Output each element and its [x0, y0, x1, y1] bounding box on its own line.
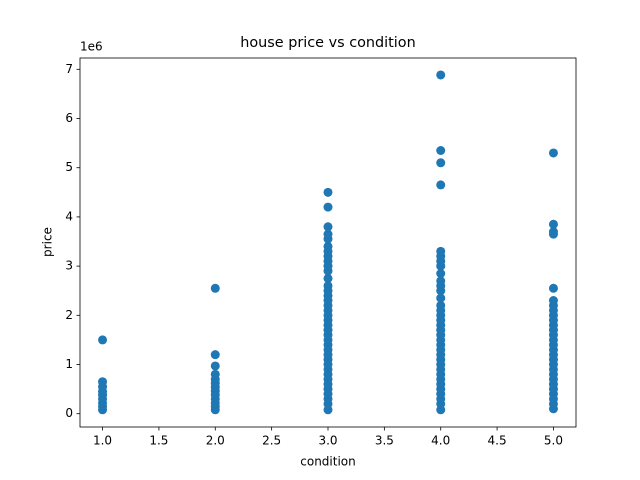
point — [323, 281, 333, 291]
x-tick-label: 2.0 — [206, 434, 225, 448]
point — [210, 369, 220, 379]
point — [323, 273, 333, 283]
x-tick-label: 4.5 — [488, 434, 507, 448]
x-axis-label: condition — [300, 455, 355, 469]
point — [436, 246, 446, 256]
point — [436, 70, 446, 80]
chart-title: house price vs condition — [240, 35, 415, 51]
x-tick-label: 1.5 — [149, 434, 168, 448]
point — [98, 377, 108, 387]
y-tick-label: 4 — [65, 209, 73, 223]
point — [548, 219, 558, 229]
point — [210, 283, 220, 293]
x-tick-label: 5.0 — [544, 434, 563, 448]
point — [436, 268, 446, 278]
x-tick-label: 4.0 — [431, 434, 450, 448]
point — [323, 187, 333, 197]
point — [548, 227, 558, 237]
axes-frame — [79, 57, 577, 428]
point — [436, 276, 446, 286]
y-tick-label: 0 — [65, 406, 73, 420]
y-tick-label: 7 — [65, 62, 73, 76]
point — [436, 300, 446, 310]
point — [323, 241, 333, 251]
point — [323, 202, 333, 212]
y-tick-label: 5 — [65, 160, 73, 174]
x-tick-label: 3.0 — [318, 434, 337, 448]
point — [436, 293, 446, 303]
point — [436, 158, 446, 168]
point — [436, 180, 446, 190]
point — [548, 296, 558, 306]
x-tick-label: 2.5 — [262, 434, 281, 448]
y-tick-label: 2 — [65, 308, 73, 322]
point — [323, 229, 333, 239]
y-tick-label: 6 — [65, 111, 73, 125]
point — [323, 222, 333, 232]
y-axis-label: price — [41, 227, 55, 257]
point — [210, 361, 220, 371]
point — [210, 350, 220, 360]
y-offset-label: 1e6 — [80, 40, 103, 54]
x-tick-label: 3.5 — [375, 434, 394, 448]
x-tick-label: 1.0 — [93, 434, 112, 448]
y-tick-label: 3 — [65, 259, 73, 273]
point — [548, 148, 558, 158]
point — [436, 145, 446, 155]
point — [98, 335, 108, 345]
y-tick-label: 1 — [65, 357, 73, 371]
point — [548, 283, 558, 293]
